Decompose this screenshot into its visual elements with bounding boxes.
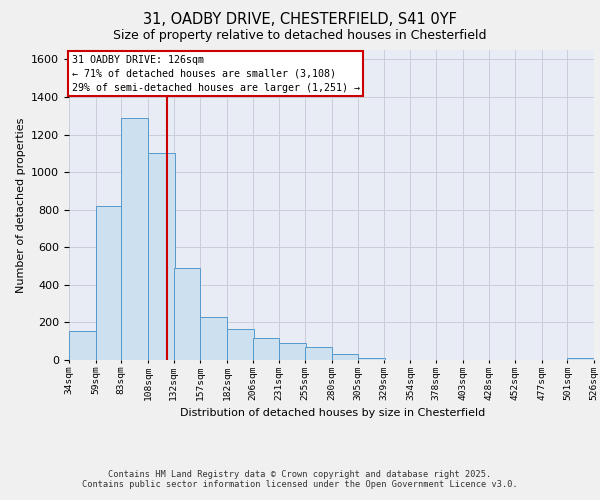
Bar — [200, 317, 227, 360]
Bar — [305, 347, 332, 360]
Y-axis label: Number of detached properties: Number of detached properties — [16, 118, 26, 292]
Bar — [358, 358, 385, 360]
Bar — [568, 358, 594, 360]
Text: Size of property relative to detached houses in Chesterfield: Size of property relative to detached ho… — [113, 29, 487, 42]
Bar — [121, 118, 148, 360]
Bar — [227, 329, 254, 360]
Bar — [279, 343, 306, 360]
Text: 31, OADBY DRIVE, CHESTERFIELD, S41 0YF: 31, OADBY DRIVE, CHESTERFIELD, S41 0YF — [143, 12, 457, 28]
Bar — [331, 354, 358, 360]
Bar — [95, 206, 122, 360]
Text: Distribution of detached houses by size in Chesterfield: Distribution of detached houses by size … — [181, 408, 485, 418]
Bar — [173, 268, 200, 360]
Bar — [253, 338, 279, 360]
Text: 31 OADBY DRIVE: 126sqm
← 71% of detached houses are smaller (3,108)
29% of semi-: 31 OADBY DRIVE: 126sqm ← 71% of detached… — [71, 54, 359, 92]
Bar — [69, 331, 95, 360]
Bar — [148, 154, 175, 360]
Text: Contains HM Land Registry data © Crown copyright and database right 2025.
Contai: Contains HM Land Registry data © Crown c… — [82, 470, 518, 489]
